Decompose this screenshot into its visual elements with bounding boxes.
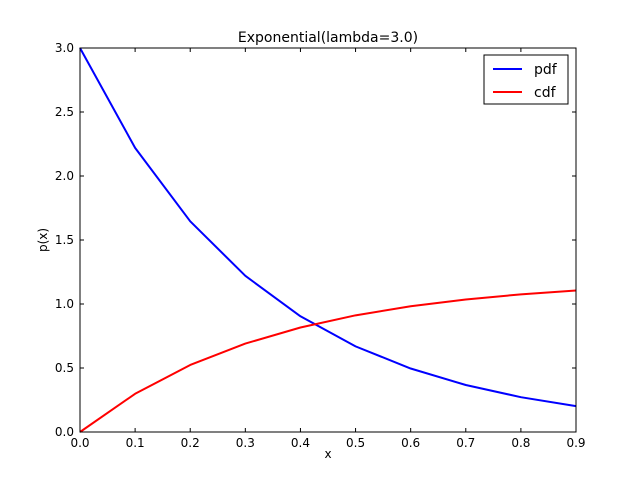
x-tick-label: 0.3	[236, 436, 255, 450]
y-tick-label: 1.0	[55, 297, 74, 311]
x-tick-label: 0.7	[456, 436, 475, 450]
legend-entries: pdf cdf	[493, 62, 558, 101]
y-axis-title: p(x)	[36, 228, 50, 252]
x-axis-title: x	[324, 447, 331, 461]
legend: pdf cdf	[483, 54, 569, 105]
x-tick-label: 0.5	[346, 436, 365, 450]
x-tick-label: 0.2	[181, 436, 200, 450]
y-tick-labels: 0.0 0.5 1.0 1.5 2.0 2.5 3.0	[55, 41, 74, 439]
plot-frame	[79, 47, 577, 433]
series-layer	[79, 47, 577, 433]
x-tick-label: 0.1	[126, 436, 145, 450]
x-tick-label: 0.4	[291, 436, 310, 450]
y-tick-label: 2.5	[55, 105, 74, 119]
legend-label-cdf: cdf	[534, 85, 557, 101]
plot-area	[80, 48, 576, 432]
y-tick-label: 0.5	[55, 361, 74, 375]
series-line-cdf	[79, 289, 577, 433]
y-tick-label: 1.5	[55, 233, 74, 247]
series-line-pdf	[79, 47, 577, 408]
x-tick-label: 0.9	[566, 436, 585, 450]
chart-title: Exponential(lambda=3.0)	[238, 30, 418, 46]
y-tick-label: 0.0	[55, 425, 74, 439]
legend-box	[483, 54, 569, 105]
x-tick-label: 0.8	[511, 436, 530, 450]
x-tick-labels: 0.0 0.1 0.2 0.3 0.4 0.5 0.6 0.7 0.8 0.9	[70, 436, 585, 450]
y-tick-label: 2.0	[55, 169, 74, 183]
x-tick-label: 0.6	[401, 436, 420, 450]
x-tick-label: 0.0	[70, 436, 89, 450]
legend-label-pdf: pdf	[534, 62, 558, 78]
y-tick-label: 3.0	[55, 41, 74, 55]
